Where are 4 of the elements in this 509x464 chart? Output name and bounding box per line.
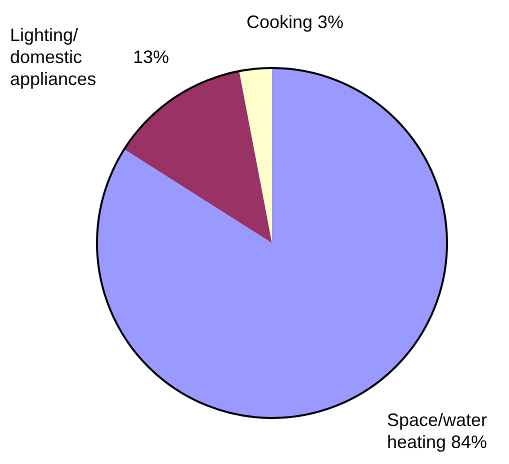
data-label: 13%: [133, 47, 170, 67]
slice-label: Lighting/domestic appliances: [10, 25, 96, 89]
slice-label: Space/water heating 84%: [386, 410, 488, 452]
slice-label: Cooking 3%: [246, 12, 344, 32]
